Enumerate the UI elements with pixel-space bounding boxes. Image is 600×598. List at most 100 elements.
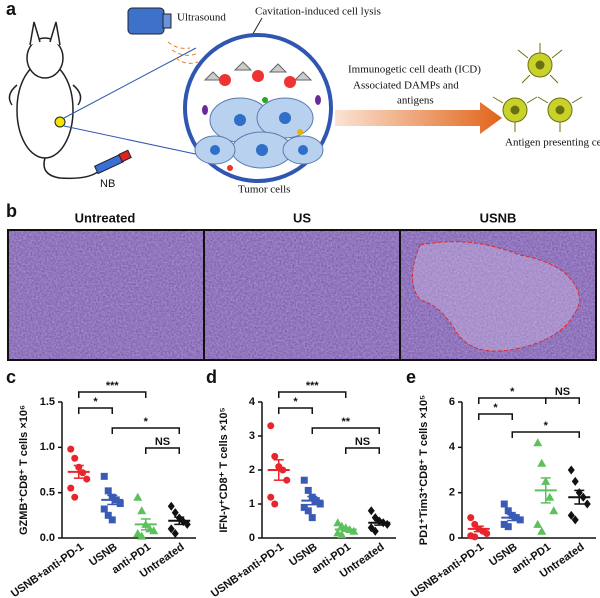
y-axis-label: GZMB⁺CD8⁺ T cells ×10⁶ (18, 405, 30, 535)
significance-bracket (278, 391, 347, 398)
significance-bracket (78, 391, 147, 398)
significance-bracket (478, 397, 547, 404)
data-point (537, 458, 547, 467)
data-point (533, 519, 543, 528)
y-tick-label: 6 (449, 396, 455, 408)
data-point (171, 528, 179, 538)
y-axis-label: PD1⁺Tim3⁺CD8⁺ T cells ×10⁵ (418, 395, 430, 545)
y-tick-label: 0.0 (40, 532, 55, 544)
apc-cells (492, 43, 583, 132)
data-point (137, 506, 147, 515)
nb-label: NB (100, 178, 115, 190)
significance-label: NS (355, 436, 370, 448)
data-point (67, 445, 75, 453)
significance-bracket (345, 447, 380, 454)
data-point (67, 484, 75, 492)
significance-label: * (493, 402, 498, 414)
error-bar (340, 527, 351, 532)
error-bar (374, 519, 385, 526)
mouse (8, 21, 101, 180)
data-point (304, 486, 312, 494)
x-tick-label: USNB+anti-PD-1 (409, 541, 486, 598)
y-tick-label: 1.0 (40, 441, 55, 453)
data-point (300, 503, 308, 511)
data-point (308, 514, 316, 522)
significance-bracket (311, 427, 380, 434)
data-point (571, 515, 579, 525)
tumor-view (183, 33, 333, 183)
significance-bracket (511, 431, 580, 438)
y-tick-label: 1 (249, 498, 255, 510)
error-bar (507, 513, 518, 522)
significance-label: * (293, 396, 298, 408)
data-point (283, 476, 291, 484)
data-point (471, 533, 479, 541)
significance-bracket (145, 447, 180, 454)
error-bar (140, 518, 151, 531)
y-axis-label: IFN-γ⁺CD8⁺ T cells ×10⁵ (218, 407, 230, 532)
error-bar (73, 464, 84, 479)
data-point (71, 493, 79, 501)
significance-bracket (478, 413, 513, 420)
data-point (116, 500, 124, 508)
significance-label: *** (306, 380, 320, 392)
error-bar (174, 516, 185, 526)
significance-bracket (111, 427, 180, 434)
data-point (571, 476, 579, 486)
data-point (137, 531, 147, 540)
ultrasound-label: Ultrasound (177, 12, 226, 24)
image-title: Untreated (75, 210, 136, 225)
data-point (583, 499, 591, 509)
data-point (367, 506, 375, 516)
significance-label: NS (155, 436, 170, 448)
data-point (104, 511, 112, 519)
data-point (100, 472, 108, 480)
arrow (335, 102, 502, 134)
panel-label: a (6, 0, 17, 19)
histology-texture (8, 230, 596, 360)
data-point (504, 507, 512, 515)
data-point (467, 514, 475, 522)
data-point (537, 526, 547, 535)
significance-label: * (544, 420, 549, 432)
data-point (516, 516, 524, 524)
data-point (304, 507, 312, 515)
significance-label: * (93, 396, 98, 408)
data-point (316, 500, 324, 508)
data-point (104, 487, 112, 495)
data-point (149, 526, 159, 535)
data-point (267, 422, 275, 430)
data-point (504, 523, 512, 531)
data-point (83, 475, 91, 483)
significance-label: ** (341, 416, 350, 428)
zoom-line (63, 125, 201, 156)
data-point (371, 526, 379, 536)
zoom-line (63, 47, 197, 119)
data-point (337, 530, 347, 539)
tumor-spot (54, 116, 66, 128)
data-point (483, 529, 491, 537)
icd-text: Immunogetic cell death (ICD) (348, 64, 481, 76)
error-bar (574, 489, 585, 505)
image-title: US (293, 210, 311, 225)
icd-text: Associated DAMPs and (353, 80, 459, 92)
data-point (545, 492, 555, 501)
apc-label: Antigen presenting cells (505, 137, 600, 149)
significance-bracket (78, 407, 113, 414)
y-tick-label: 2 (249, 464, 255, 476)
panel-label: b (6, 201, 17, 221)
significance-label: * (510, 386, 515, 398)
error-bar (107, 494, 118, 506)
data-point (267, 493, 275, 501)
significance-label: * (144, 416, 149, 428)
data-point (108, 516, 116, 524)
panel-a: a NB Ultrasound Cavitation-induced cell … (6, 0, 600, 196)
error-bar (273, 459, 284, 481)
data-point (533, 438, 543, 447)
panel-label: e (406, 367, 416, 387)
significance-label: *** (106, 380, 120, 392)
ultrasound-probe (127, 7, 199, 64)
data-point (171, 508, 179, 518)
tumor-label: Tumor cells (238, 184, 290, 196)
cavitation-label: Cavitation-induced cell lysis (255, 6, 381, 18)
